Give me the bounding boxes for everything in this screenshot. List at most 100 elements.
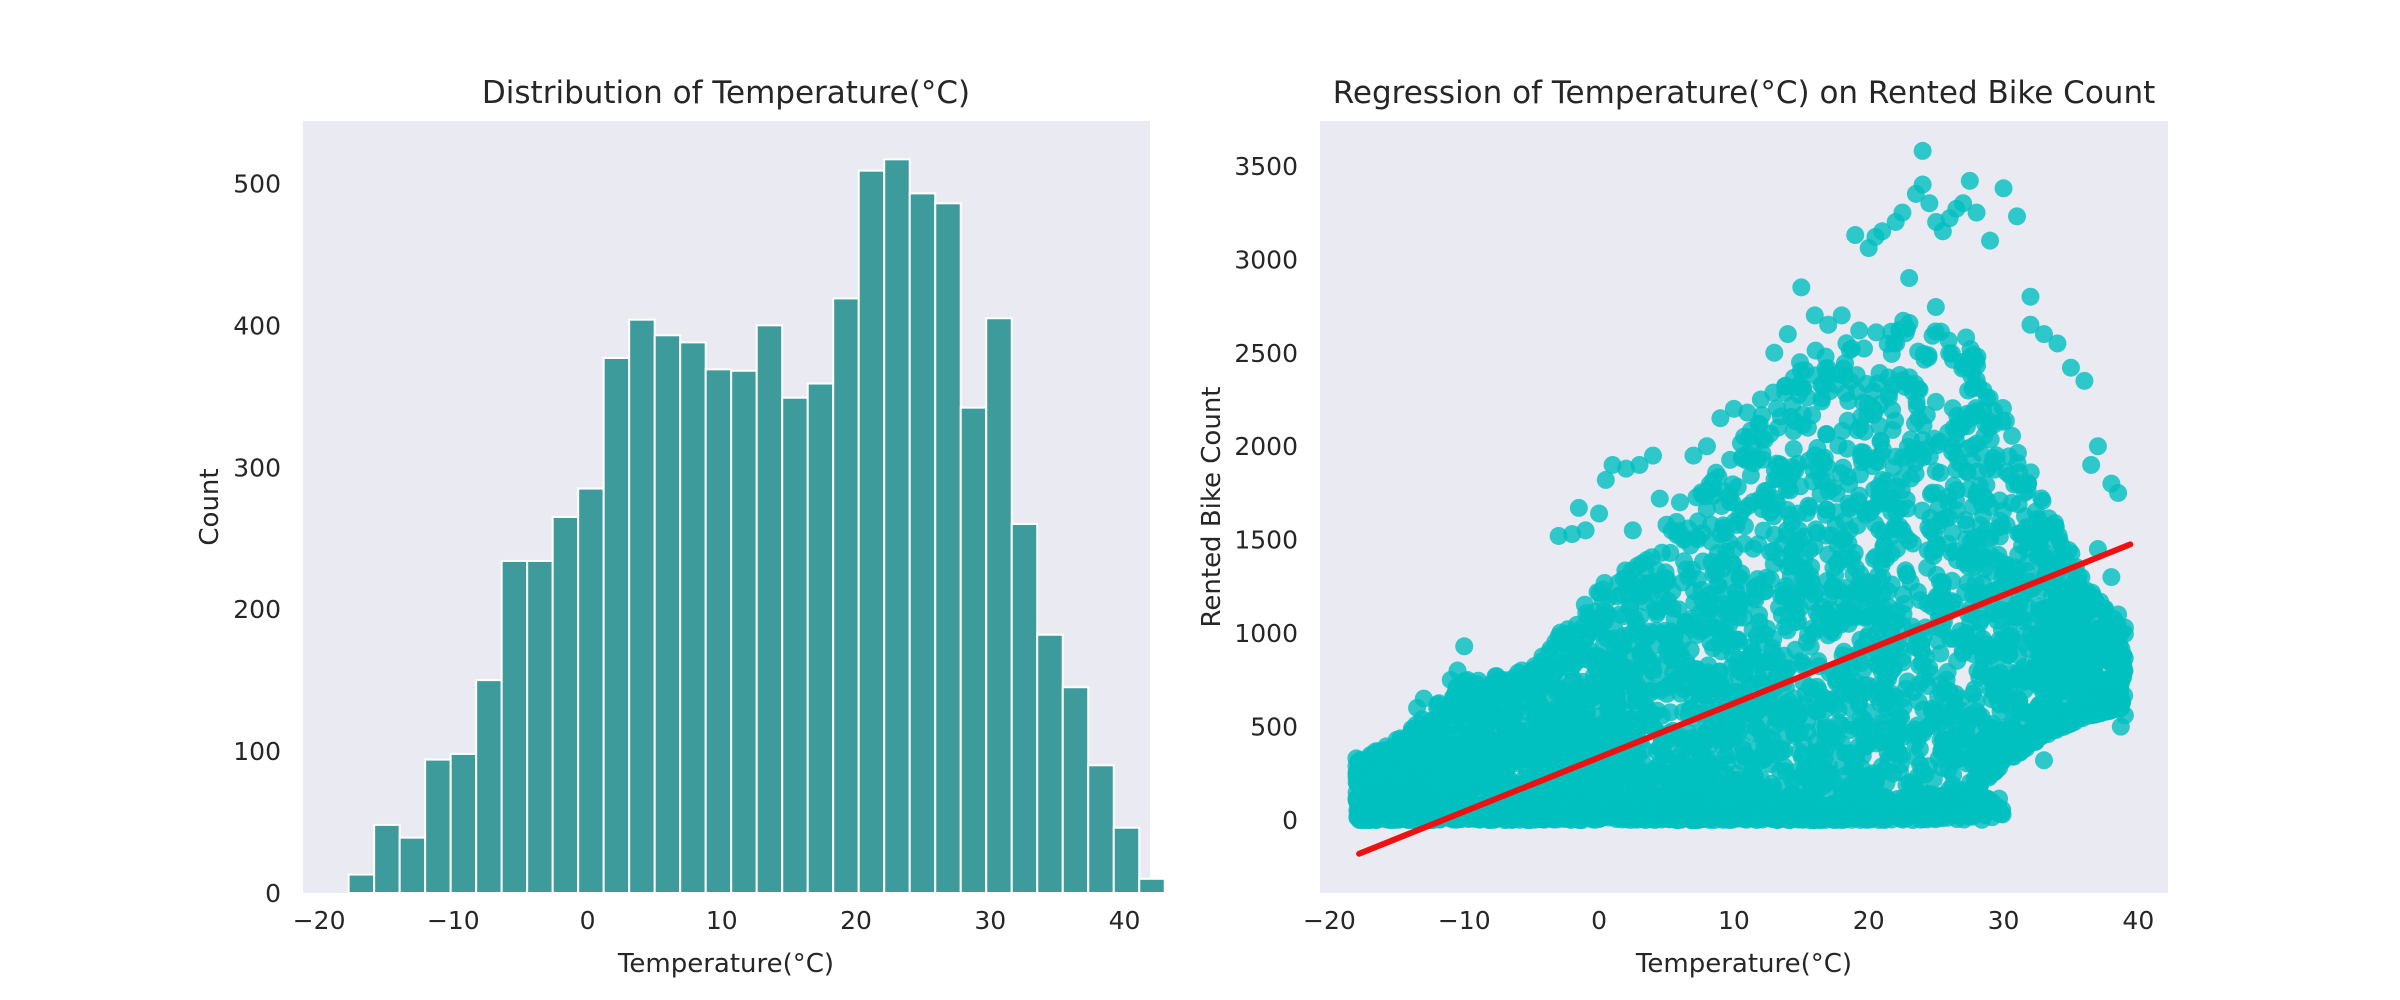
scatter-point [1765,343,1784,362]
scatter-point [1896,561,1915,580]
scatter-point [1791,599,1810,618]
scatter-point [1784,439,1803,458]
scatter-point [2104,692,2123,711]
scatter-point [1558,798,1577,817]
scatter-point [1577,733,1596,752]
scatter-point [1809,681,1828,700]
y-tick-label: 3000 [1234,245,1298,274]
scatter-point [1448,760,1467,779]
scatter-point [1926,298,1945,317]
scatter-point [1957,530,1976,549]
scatter-point [1738,403,1757,422]
scatter-point [1589,798,1608,817]
scatter-point [2008,207,2027,226]
scatter-point [1631,607,1650,626]
scatter-point [1477,758,1496,777]
scatter-point [1396,772,1415,791]
scatter-point [1796,571,1815,590]
scatter-point [2034,751,2053,770]
scatter-point [1749,535,1768,554]
scatter-point [1789,504,1808,523]
scatter-point [1509,663,1528,682]
scatter-point [1784,709,1803,728]
x-tick-label: 0 [580,906,596,935]
scatter-point [1674,552,1693,571]
scatter-point [1711,409,1730,428]
scatter-point [1963,684,1982,703]
scatter-point [1970,668,1989,687]
scatter-point [1448,661,1467,680]
histogram-bar [985,317,1013,895]
scatter-point [1670,493,1689,512]
scatter-point [1689,673,1708,692]
scatter-point [2102,568,2121,587]
scatter-point [1871,431,1890,450]
scatter-point [1928,631,1947,650]
regression-line [1356,541,2134,857]
scatter-point [1926,392,1945,411]
scatter-point [1761,570,1780,589]
scatter-point [2111,717,2130,736]
scatter-point [2061,358,2080,377]
scatter-point [1870,694,1889,713]
scatter-point [1710,620,1729,639]
histogram-bar [449,752,478,894]
scatter-point [1931,463,1950,482]
scatter-point [1854,660,1873,679]
scatter-point [2099,624,2118,643]
scatter-point [1428,695,1447,714]
scatter-point [1960,171,1979,190]
scatter-point [1495,674,1514,693]
scatter-point [1546,808,1565,827]
scatter-point [1558,731,1577,750]
scatter-point [1984,448,2003,467]
scatter-point [1731,434,1750,453]
x-tick-label: 0 [1591,906,1607,935]
scatter-point [1809,462,1828,481]
scatter-point [1580,612,1599,631]
scatter-point [1922,716,1941,735]
scatter-point [1913,642,1932,661]
scatter-point [1697,437,1716,456]
scatter-point [1902,443,1921,462]
scatter-point [1632,681,1651,700]
scatter-point [1769,418,1788,437]
y-tick-label: 500 [1250,713,1298,742]
scatter-point [1944,629,1963,648]
scatter-point [1643,446,1662,465]
histogram-bar [500,559,529,894]
scatter-point [1652,733,1671,752]
histogram-bar [628,318,656,895]
scatter-point [1638,699,1657,718]
scatter-point [1473,804,1492,823]
scatter-point [1798,388,1817,407]
scatter-point [1353,806,1372,825]
scatter-point [1387,730,1406,749]
scatter-point [1721,450,1740,469]
scatter-point [1609,634,1628,653]
scatter-point [1778,621,1797,640]
scatter-point [2089,668,2108,687]
scatter-point [1688,733,1707,752]
scatter-point [1850,574,1869,593]
scatter-point [1806,341,1825,360]
y-tick-label: 200 [233,595,281,624]
scatter-point [1716,712,1735,731]
scatter-point [1829,700,1848,719]
scatter-point [1735,517,1754,536]
scatter-point [1647,560,1666,579]
scatter-point [1793,653,1812,672]
scatter-point [1898,499,1917,518]
scatter-point [2115,618,2134,637]
y-tick-label: 1500 [1234,526,1298,555]
scatter-point [1855,422,1874,441]
scatter-point [1798,749,1817,768]
histogram-bar [424,758,452,895]
scatter-point [1953,644,1972,663]
scatter-point [2006,558,2025,577]
scatter-point [1539,702,1558,721]
scatter-point [2070,578,2089,597]
scatter-point [1946,491,1965,510]
scatter-point [1957,462,1976,481]
